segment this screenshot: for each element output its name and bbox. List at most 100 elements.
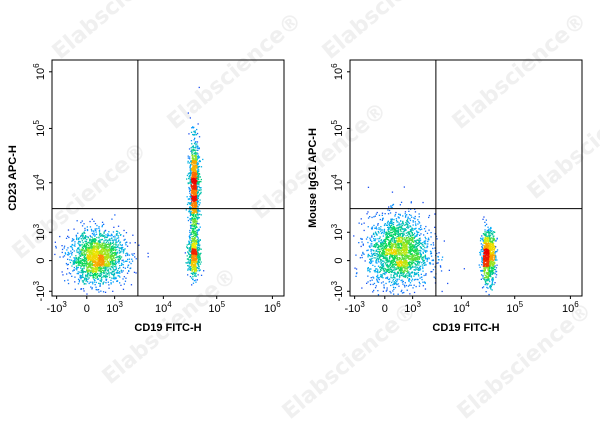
event-point	[375, 238, 377, 240]
event-point	[396, 248, 398, 250]
event-point	[67, 229, 70, 231]
event-point	[406, 226, 408, 228]
event-point	[367, 281, 369, 283]
event-point	[398, 234, 400, 236]
event-point	[395, 237, 397, 239]
event-point	[194, 165, 196, 167]
event-point	[396, 255, 398, 257]
event-point	[105, 272, 107, 274]
event-point	[188, 177, 190, 180]
event-point	[387, 242, 390, 244]
event-point	[415, 268, 417, 270]
event-point	[103, 271, 105, 273]
event-point	[186, 174, 189, 177]
event-point	[410, 231, 412, 233]
event-point	[416, 242, 418, 245]
event-point	[191, 168, 193, 170]
event-point	[194, 275, 196, 277]
event-point	[97, 258, 99, 260]
event-point	[109, 251, 112, 253]
event-point	[116, 280, 118, 282]
event-point	[386, 270, 389, 272]
event-point	[394, 257, 396, 259]
event-point	[367, 217, 370, 219]
event-point	[193, 170, 195, 172]
event-point	[190, 164, 192, 166]
event-point	[396, 274, 398, 277]
event-point	[94, 270, 96, 273]
event-point	[85, 274, 87, 277]
watermark-layer: Elabscience® Elabscience® Elabscience® E…	[8, 0, 600, 425]
event-point	[83, 267, 85, 270]
event-point	[112, 239, 114, 241]
event-point	[79, 237, 81, 239]
event-point	[100, 270, 102, 273]
event-point	[61, 271, 63, 273]
event-point	[192, 246, 194, 248]
event-point	[102, 248, 104, 250]
event-point	[390, 265, 392, 267]
event-point	[411, 256, 414, 258]
event-point	[194, 186, 196, 189]
event-point	[377, 294, 380, 296]
event-point	[197, 123, 199, 125]
event-point	[100, 271, 103, 273]
event-point	[406, 242, 408, 244]
event-point	[377, 255, 380, 257]
event-point	[191, 174, 194, 176]
event-point	[403, 249, 405, 251]
event-point	[406, 262, 408, 264]
event-point	[194, 253, 197, 255]
event-point	[375, 254, 377, 256]
event-point	[387, 248, 389, 250]
event-point	[198, 269, 200, 272]
event-point	[82, 265, 84, 267]
event-point	[447, 282, 449, 285]
event-point	[380, 260, 382, 262]
event-point	[98, 253, 100, 255]
event-point	[194, 173, 197, 175]
event-point	[198, 181, 200, 183]
event-point	[100, 259, 102, 261]
event-point	[97, 259, 99, 261]
event-point	[367, 268, 369, 270]
event-point	[406, 247, 408, 249]
event-point	[119, 255, 121, 257]
event-point	[381, 212, 384, 214]
event-point	[122, 235, 125, 237]
event-point	[391, 260, 393, 262]
event-point	[102, 263, 104, 265]
event-point	[197, 264, 199, 266]
event-point	[393, 276, 395, 278]
event-point	[414, 218, 416, 220]
event-point	[388, 258, 391, 260]
event-point	[95, 256, 97, 258]
event-point	[194, 255, 196, 257]
event-point	[114, 277, 117, 280]
event-point	[108, 272, 110, 274]
event-point	[87, 278, 89, 280]
event-point	[191, 152, 193, 154]
event-point	[391, 248, 394, 250]
event-point	[110, 253, 112, 255]
event-point	[73, 257, 75, 259]
event-point	[98, 245, 100, 247]
event-point	[109, 254, 112, 257]
event-point	[434, 247, 436, 249]
event-point	[377, 231, 379, 233]
event-point	[384, 273, 386, 276]
event-point	[189, 156, 191, 158]
event-point	[190, 213, 193, 216]
event-point	[400, 223, 403, 225]
event-point	[198, 185, 200, 187]
event-point	[372, 291, 374, 293]
event-point	[411, 240, 413, 242]
event-point	[410, 201, 412, 203]
event-point	[402, 271, 404, 273]
event-point	[418, 231, 420, 233]
event-point	[97, 265, 99, 267]
event-point	[105, 263, 107, 265]
event-point	[195, 144, 197, 146]
event-point	[368, 255, 371, 257]
